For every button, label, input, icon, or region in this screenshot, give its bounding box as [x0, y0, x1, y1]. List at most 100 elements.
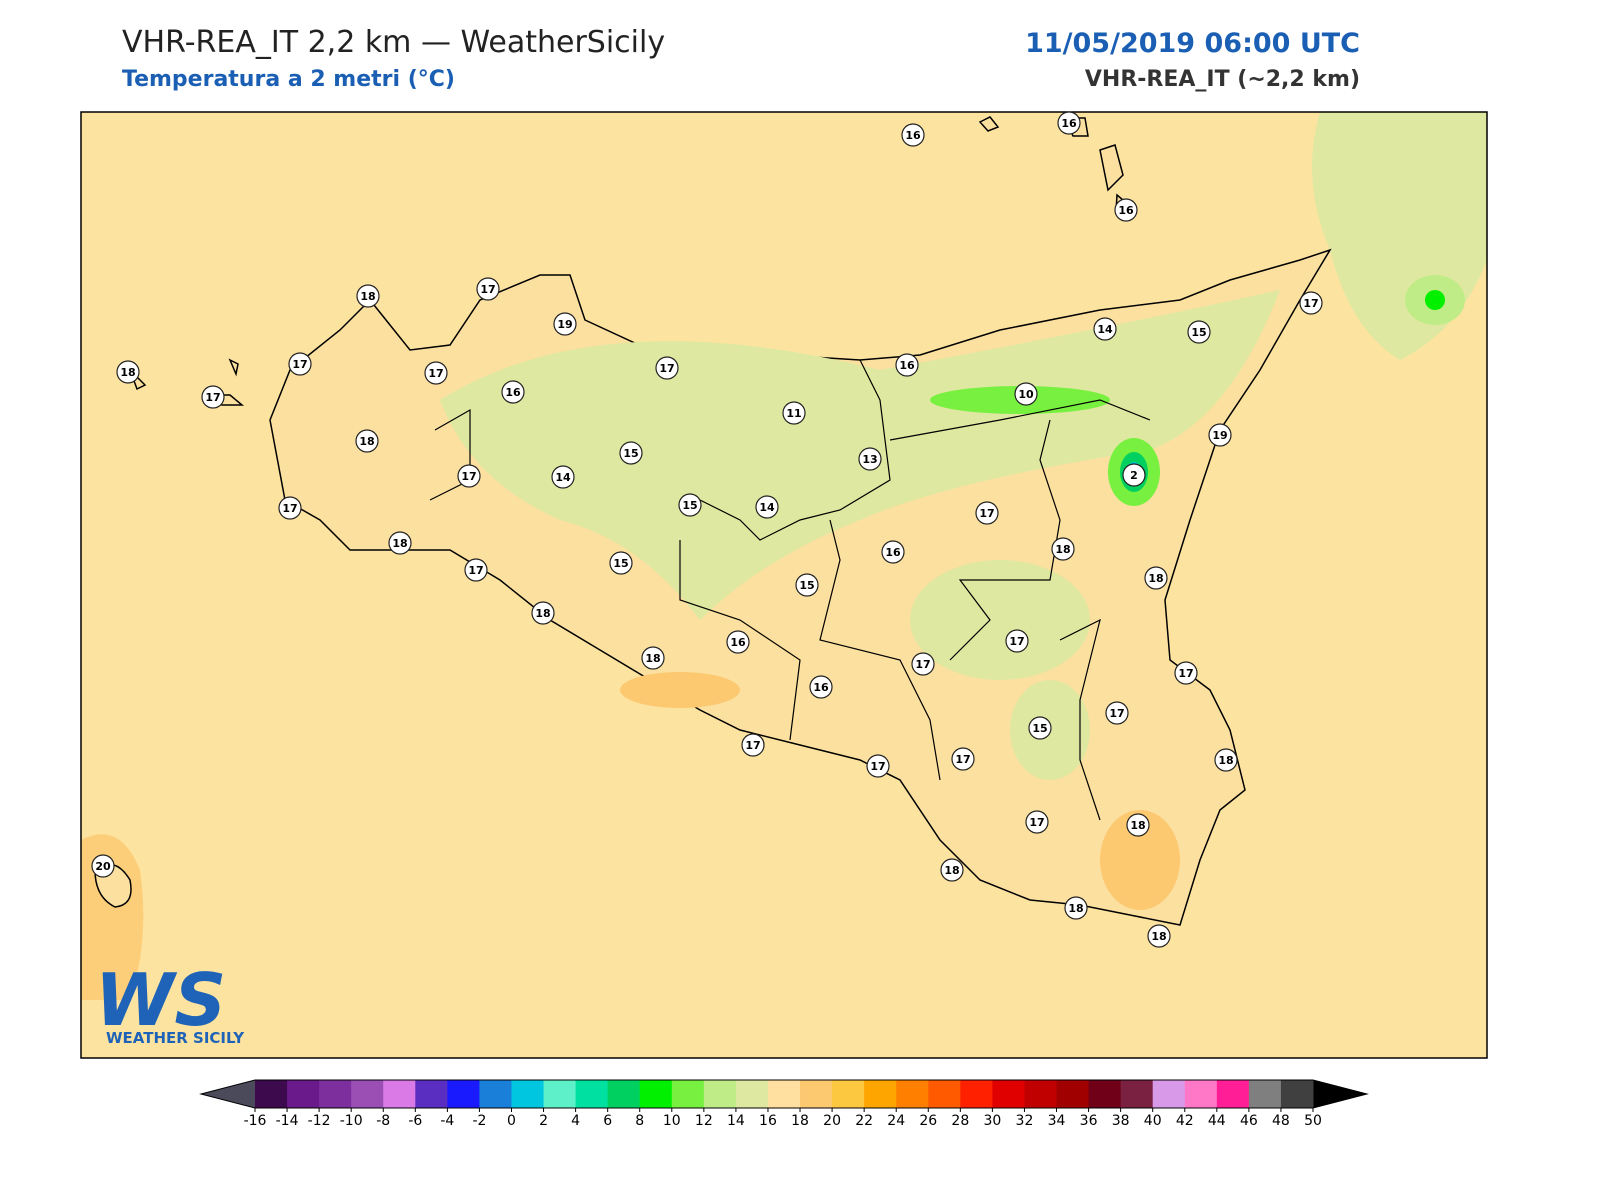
station: 17 [655, 356, 679, 380]
station-value: 14 [555, 471, 571, 484]
station-marker [1126, 813, 1150, 837]
station-marker [1014, 382, 1038, 406]
station-value: 18 [360, 290, 375, 303]
colorbar-tick-label: 50 [1304, 1113, 1322, 1129]
colorbar-tick-label: 34 [1048, 1113, 1066, 1129]
colorbar-tick-label: 48 [1272, 1113, 1290, 1129]
station: 18 [355, 429, 379, 453]
station: 15 [619, 441, 643, 465]
colorbar-cell [671, 1080, 705, 1108]
station-value: 17 [1109, 707, 1124, 720]
station-marker [288, 352, 312, 376]
station-value: 18 [392, 537, 407, 550]
colorbar-cell [864, 1080, 897, 1108]
station-marker [553, 312, 577, 336]
model-label: VHR-REA_IT (~2,2 km) [1085, 67, 1360, 92]
colorbar-tick-label: -6 [408, 1113, 422, 1129]
station-value: 15 [799, 579, 814, 592]
station-value: 17 [1009, 635, 1024, 648]
colorbar-tick-label: 30 [983, 1113, 1001, 1129]
station: 10 [1014, 382, 1038, 406]
colorbar-cell [447, 1080, 480, 1108]
province-borders [429, 359, 1151, 821]
colorbar-cell [767, 1080, 801, 1108]
station-value: 20 [95, 860, 111, 873]
station-marker [951, 747, 975, 771]
colorbar-cell [1184, 1080, 1218, 1108]
station-value: 15 [623, 447, 638, 460]
station: 14 [755, 495, 779, 519]
station-value: 14 [1097, 323, 1113, 336]
colorbar-tick-label: 4 [571, 1113, 580, 1129]
station-value: 17 [870, 760, 885, 773]
logo-mark: WS [95, 958, 226, 1042]
station-marker [726, 630, 750, 654]
station: 18 [116, 360, 140, 384]
colorbar-tick-label: 26 [919, 1113, 937, 1129]
station-value: 16 [899, 359, 915, 372]
colorbar-cell [735, 1080, 769, 1108]
station-marker [1144, 566, 1168, 590]
colorbar-tick-label: 28 [951, 1113, 969, 1129]
colorbar-tick-label: 18 [791, 1113, 809, 1129]
colorbar-over [1313, 1080, 1367, 1108]
station-value: 16 [505, 386, 521, 399]
station: 18 [1147, 924, 1171, 948]
station-value: 18 [120, 366, 135, 379]
station: 18 [641, 646, 665, 670]
station-value: 14 [759, 501, 775, 514]
station-marker [1208, 423, 1232, 447]
station: 16 [881, 540, 905, 564]
station-marker [457, 464, 481, 488]
colorbar-cell [1088, 1080, 1122, 1108]
station: 17 [278, 496, 302, 520]
colorbar-cell [1152, 1080, 1186, 1108]
station-marker [678, 493, 702, 517]
station: 14 [1093, 317, 1117, 341]
colorbar-tick-label: 0 [507, 1113, 516, 1129]
colorbar-cell [1216, 1080, 1250, 1108]
station-value: 17 [955, 753, 970, 766]
station-value: 19 [557, 318, 572, 331]
station-marker [1122, 463, 1146, 487]
station-value: 17 [979, 507, 994, 520]
station: 13 [858, 447, 882, 471]
colorbar-tick-label: 12 [695, 1113, 713, 1129]
station-value: 16 [1061, 117, 1077, 130]
station: 11 [782, 401, 806, 425]
cool-area [910, 560, 1090, 680]
station-value: 15 [613, 557, 628, 570]
colorbar-tick-label: 38 [1112, 1113, 1130, 1129]
station-value: 2 [1130, 469, 1138, 482]
station-value: 17 [480, 283, 495, 296]
station-marker [501, 380, 525, 404]
station-marker [1214, 748, 1238, 772]
colorbar-tick-label: 32 [1016, 1113, 1034, 1129]
colorbar-cell [319, 1080, 352, 1108]
station-marker [1005, 629, 1029, 653]
station-marker [531, 601, 555, 625]
stations: 16 16 16 18 17 19 17 18 17 17 17 16 17 16 14 15 11 10 18 15… [91, 111, 1323, 948]
station: 14 [551, 465, 575, 489]
station-marker [858, 447, 882, 471]
station-marker [741, 733, 765, 757]
station-value: 18 [1130, 819, 1145, 832]
station-value: 13 [862, 453, 877, 466]
datetime: 11/05/2019 06:00 UTC [1025, 28, 1360, 59]
station-marker [609, 551, 633, 575]
colorbar-cell [479, 1080, 512, 1108]
station-value: 17 [1178, 667, 1193, 680]
station-marker [895, 353, 919, 377]
colorbar-cell [543, 1080, 577, 1108]
station-value: 18 [1068, 902, 1083, 915]
station-value: 17 [282, 502, 297, 515]
station-marker [356, 284, 380, 308]
station: 18 [940, 858, 964, 882]
colorbar-tick-label: -8 [376, 1113, 390, 1129]
cold-area [1425, 290, 1445, 310]
station-marker [1174, 661, 1198, 685]
station: 15 [795, 573, 819, 597]
station-value: 17 [468, 564, 483, 577]
